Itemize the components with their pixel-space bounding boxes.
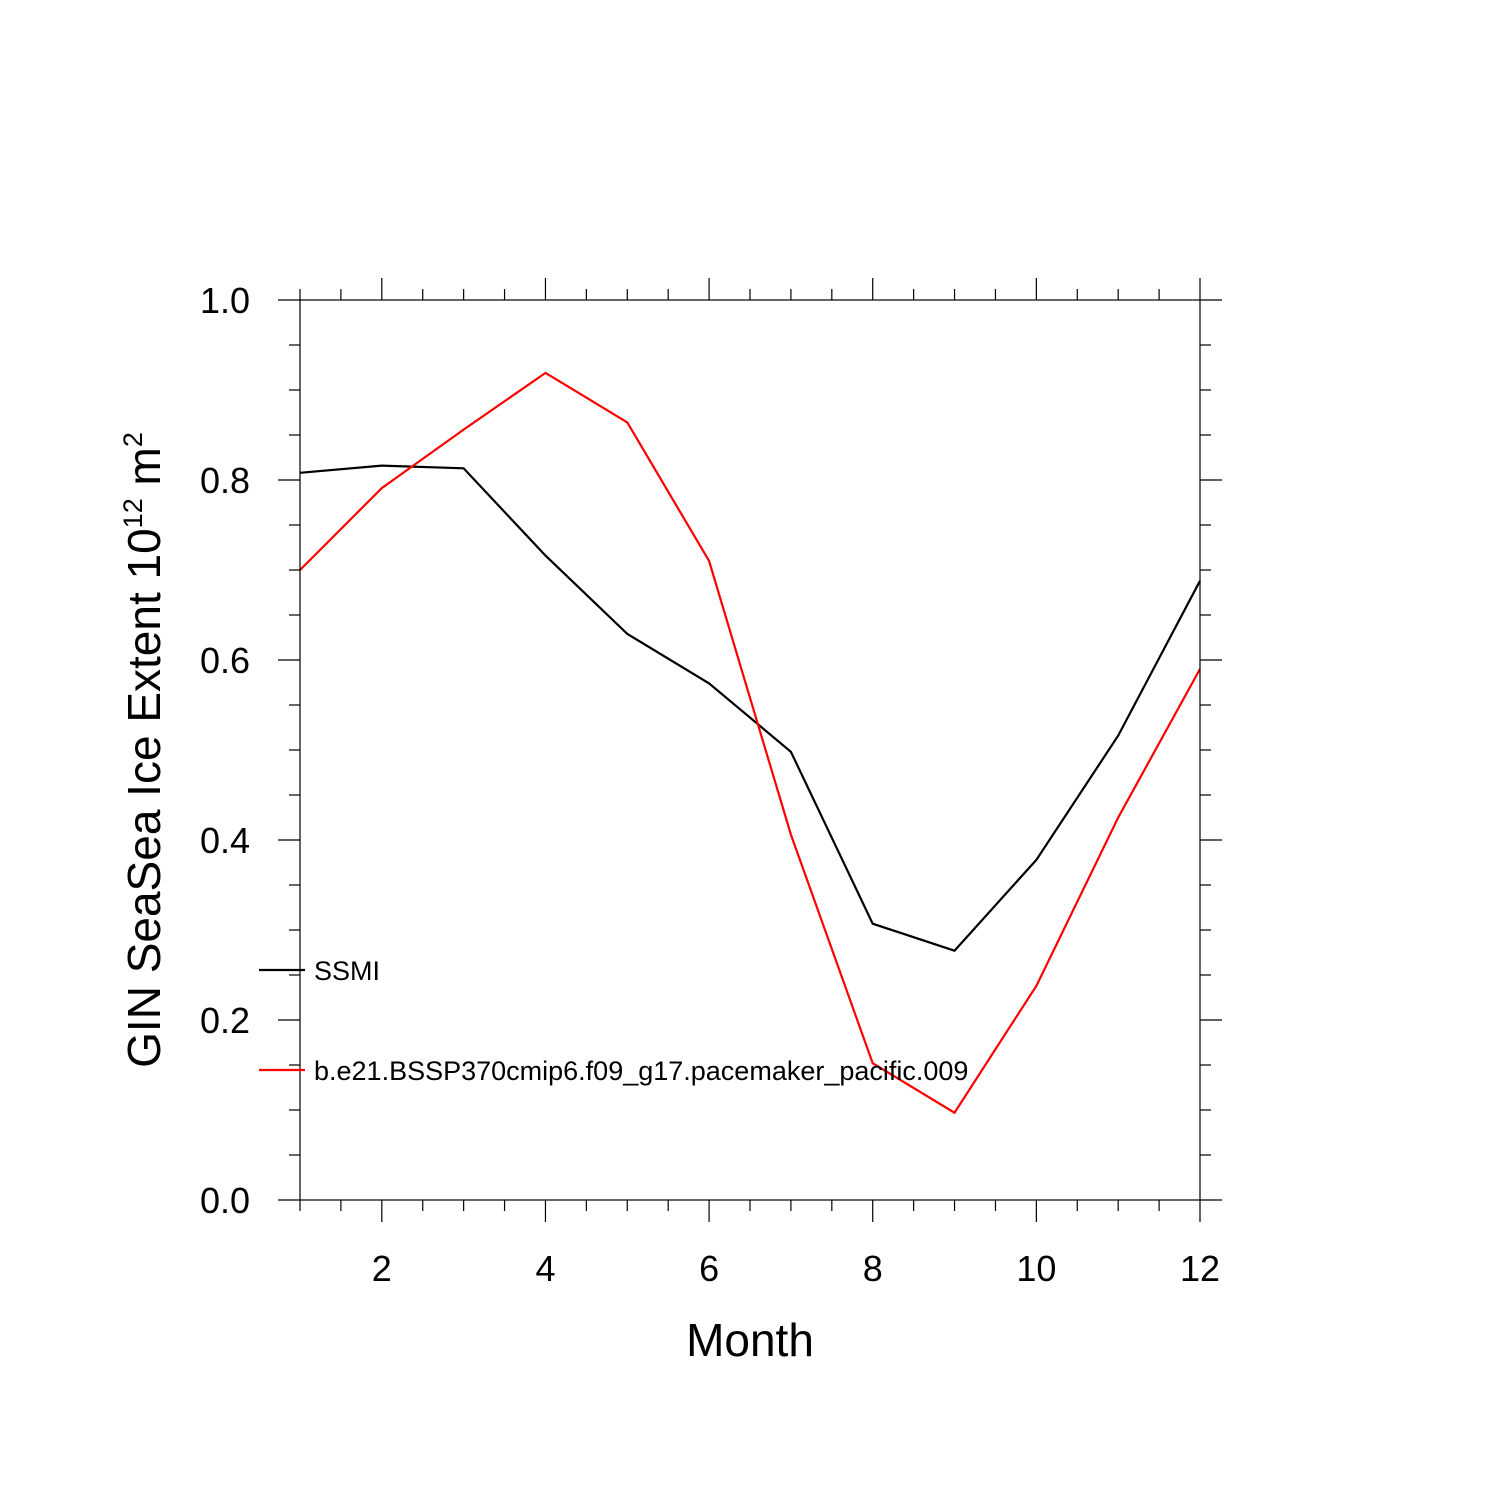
legend-label-1: SSMI bbox=[314, 956, 380, 986]
y-axis-title-exponent-1: 12 bbox=[118, 498, 148, 528]
y-tick-label: 0.4 bbox=[200, 820, 250, 861]
series-lines bbox=[299, 371, 1201, 1115]
y-tick-label: 0.2 bbox=[200, 1000, 250, 1041]
x-tick-label: 6 bbox=[699, 1248, 719, 1289]
legend: SSMI b.e21.BSSP370cmip6.f09_g17.pacemaker… bbox=[259, 956, 968, 1086]
x-tick-label: 8 bbox=[863, 1248, 883, 1289]
series-line-1 bbox=[299, 464, 1201, 952]
y-axis-title-exponent-2: 2 bbox=[118, 432, 148, 447]
x-tick-label: 10 bbox=[1016, 1248, 1056, 1289]
x-tick-label: 2 bbox=[372, 1248, 392, 1289]
y-tick-label: 0.0 bbox=[200, 1180, 250, 1221]
x-tick-labels: 2 4 6 8 10 12 bbox=[372, 1248, 1220, 1289]
legend-label-2: b.e21.BSSP370cmip6.f09_g17.pacemaker_pac… bbox=[314, 1056, 968, 1086]
y-axis-title-base: GIN SeaSea Ice Extent 10 bbox=[118, 528, 170, 1068]
series-line-2 bbox=[299, 371, 1201, 1115]
plot-frame bbox=[299, 299, 1201, 1201]
y-axis-title-unit: m bbox=[118, 447, 170, 498]
y-tick-label: 1.0 bbox=[200, 280, 250, 321]
y-tick-label: 0.6 bbox=[200, 640, 250, 681]
y-tick-labels: 0.0 0.2 0.4 0.6 0.8 1.0 bbox=[200, 280, 250, 1221]
x-tick-label: 12 bbox=[1180, 1248, 1220, 1289]
x-axis-title: Month bbox=[686, 1314, 814, 1366]
y-tick-label: 0.8 bbox=[200, 460, 250, 501]
x-tick-label: 4 bbox=[535, 1248, 555, 1289]
y-axis-title: GIN SeaSea Ice Extent 1012 m2 bbox=[118, 432, 170, 1068]
axis-ticks bbox=[278, 278, 1222, 1222]
